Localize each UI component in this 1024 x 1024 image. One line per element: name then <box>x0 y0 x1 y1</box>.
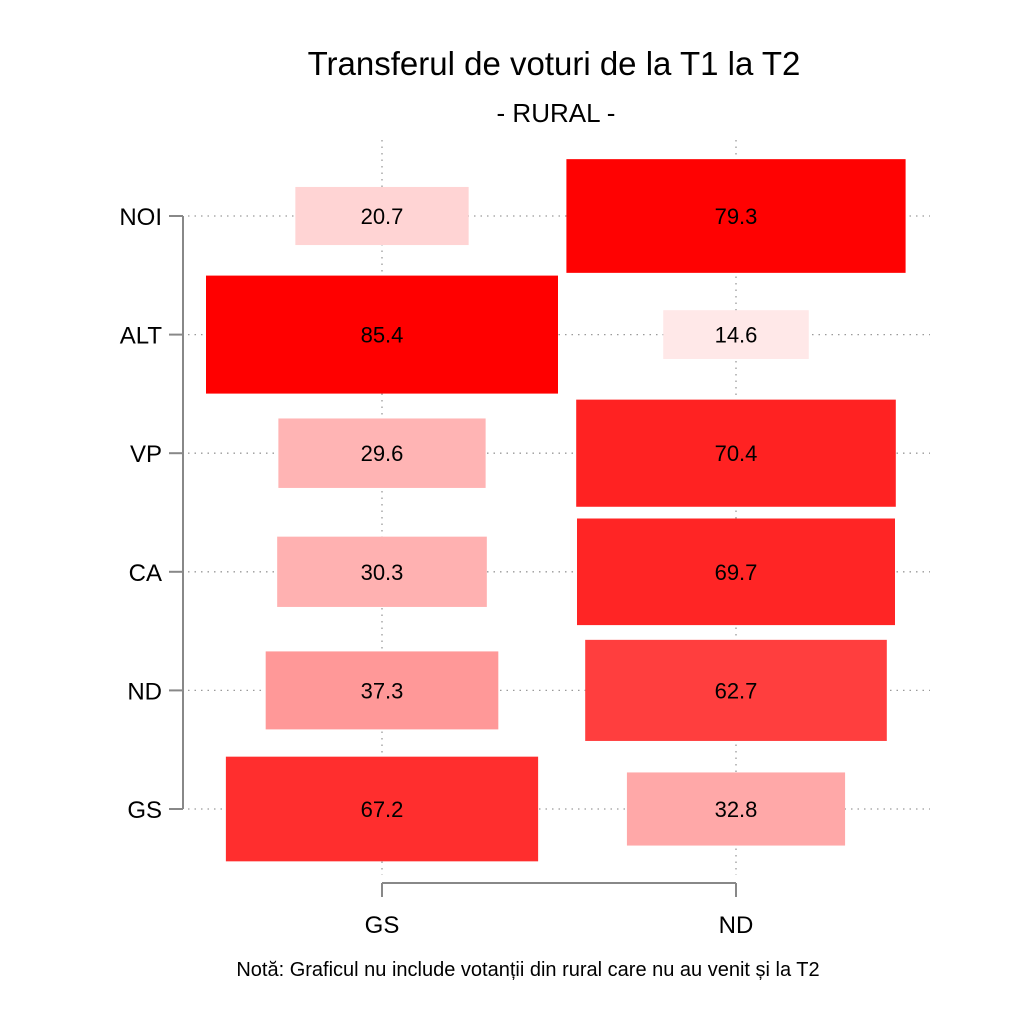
cell-box <box>576 518 896 626</box>
y-tick-label: GS <box>127 797 162 824</box>
cell-value-label: 70.4 <box>715 441 758 466</box>
axes: NOI ALT VP CA ND GS GS ND <box>119 204 753 939</box>
cell-box <box>265 651 499 730</box>
cell-value-labels: 20.7 79.3 85.4 14.6 29.6 70.4 30.3 69.7 37.3 62.7… <box>361 204 758 822</box>
cell-value-label: 29.6 <box>361 441 404 466</box>
cell-value-label: 30.3 <box>361 560 404 585</box>
chart-title: Transferul de voturi de la T1 la T2 <box>308 45 801 82</box>
cell-box <box>626 772 846 846</box>
cell-box <box>663 310 809 359</box>
cell-box <box>278 418 486 488</box>
cell-box <box>277 536 487 607</box>
cell-value-label: 20.7 <box>361 204 404 229</box>
y-tick-label: NOI <box>119 204 162 231</box>
cell-box <box>576 399 896 507</box>
cell-box <box>585 639 887 741</box>
cell-value-label: 85.4 <box>361 323 404 348</box>
y-tick-label: CA <box>129 560 162 587</box>
y-tick-label: ND <box>127 678 162 705</box>
cell-box <box>566 159 906 273</box>
chart-subtitle: - RURAL - <box>497 98 616 128</box>
chart-note: Notă: Graficul nu include votanții din r… <box>236 959 819 981</box>
x-tick-label: ND <box>719 912 754 939</box>
cell-box <box>295 186 469 246</box>
cell-box <box>206 275 558 394</box>
y-tick-label: VP <box>130 441 162 468</box>
cell-value-label: 62.7 <box>715 678 758 703</box>
y-tick-label: ALT <box>120 323 163 350</box>
cell-box <box>225 756 539 862</box>
x-tick-label: GS <box>365 912 400 939</box>
cell-value-label: 69.7 <box>715 560 758 585</box>
cell-value-label: 37.3 <box>361 678 404 703</box>
cell-value-label: 67.2 <box>361 797 404 822</box>
cell-value-label: 79.3 <box>715 204 758 229</box>
cell-boxes <box>206 159 906 862</box>
cell-value-label: 32.8 <box>715 797 758 822</box>
cell-value-label: 14.6 <box>715 323 758 348</box>
